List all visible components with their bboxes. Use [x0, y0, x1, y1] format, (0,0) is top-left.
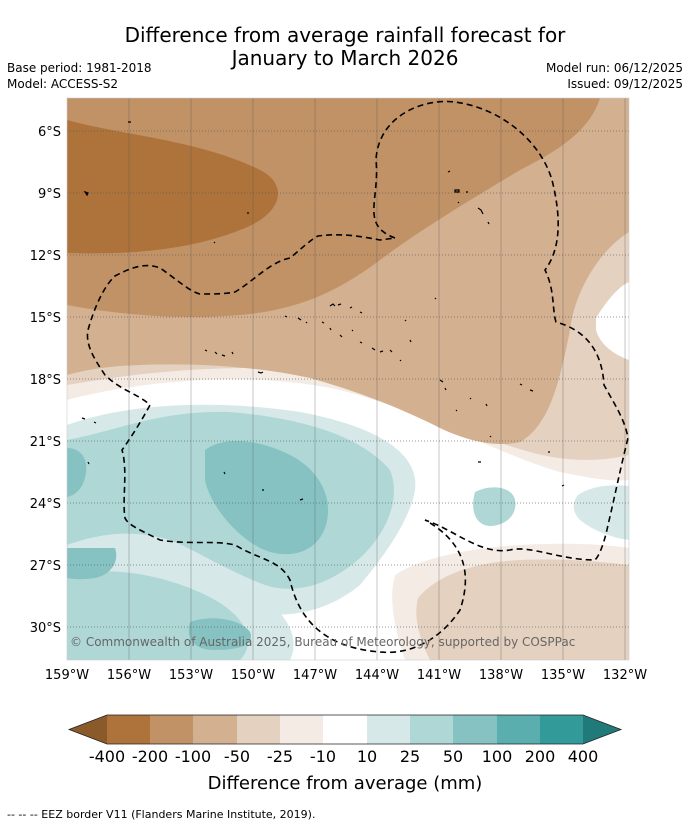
- lon-tick: 135°W: [541, 668, 585, 683]
- colorbar-swatch: [323, 715, 367, 744]
- lon-tick: 147°W: [293, 668, 337, 683]
- colorbar-swatch: [237, 715, 280, 744]
- colorbar-swatch: [367, 715, 410, 744]
- lat-tick: 6°S: [38, 125, 61, 140]
- colorbar-extend-high: [583, 715, 621, 744]
- fill-dry-south-inner: [416, 559, 629, 660]
- lon-tick: 150°W: [231, 668, 275, 683]
- lat-tick: 18°S: [30, 373, 61, 388]
- colorbar-swatch: [410, 715, 453, 744]
- colorbar-label: 50: [443, 747, 463, 766]
- lat-tick: 27°S: [30, 559, 61, 574]
- lat-tick: 9°S: [38, 187, 61, 202]
- fill-dry-200: [67, 120, 279, 254]
- issued-date: Issued: 09/12/2025: [567, 77, 683, 91]
- lon-tick: 138°W: [479, 668, 523, 683]
- eez-border: [86, 100, 629, 654]
- colorbar-swatch: [280, 715, 323, 744]
- colorbar-label: -50: [224, 747, 250, 766]
- lon-tick: 159°W: [45, 668, 89, 683]
- colorbar-label: -200: [132, 747, 168, 766]
- lat-tick: 15°S: [30, 311, 61, 326]
- colorbar-label: 400: [568, 747, 599, 766]
- lon-tick: 132°W: [603, 668, 647, 683]
- fill-wet-50: [205, 440, 329, 555]
- lon-tick: 141°W: [417, 668, 461, 683]
- colorbar-swatch: [150, 715, 193, 744]
- lat-tick: 12°S: [30, 249, 61, 264]
- colorbar-label: -25: [267, 747, 293, 766]
- fill-wet-25-west: [67, 448, 87, 497]
- colorbar-swatch: [540, 715, 583, 744]
- lon-axis: 159°W 156°W 153°W 150°W 147°W 144°W 141°…: [45, 668, 647, 683]
- fill-wet-sw-50: [67, 548, 117, 580]
- colorbar-label: 100: [482, 747, 513, 766]
- lat-axis: 6°S 9°S 12°S 15°S 18°S 21°S 24°S 27°S 30…: [30, 125, 61, 636]
- lon-tick: 153°W: [169, 668, 213, 683]
- rainfall-anomaly-map: © Commonwealth of Australia 2025, Bureau…: [67, 98, 629, 660]
- fill-wet-east-a: [473, 487, 516, 526]
- model-run: Model run: 06/12/2025: [545, 61, 683, 75]
- meta-left: Base period: 1981-2018 Model: ACCESS-S2: [7, 60, 152, 92]
- map-frame: [66, 97, 630, 661]
- colorbar-label: -400: [89, 747, 125, 766]
- colorbar-swatch: [107, 715, 150, 744]
- title-line-2: January to March 2026: [231, 46, 459, 70]
- fill-wet-east-c: [596, 282, 629, 360]
- lat-tick: 21°S: [30, 435, 61, 450]
- colorbar-label: -10: [310, 747, 336, 766]
- colorbar-swatch: [453, 715, 497, 744]
- lat-gridlines: [67, 130, 629, 628]
- fill-wet-sw-50b: [188, 618, 251, 650]
- colorbar-swatch: [193, 715, 237, 744]
- title-line-1: Difference from average rainfall forecas…: [124, 23, 566, 47]
- lat-tick: 24°S: [30, 497, 61, 512]
- colorbar-label: 10: [357, 747, 377, 766]
- colorbar-title: Difference from average (mm): [208, 773, 483, 794]
- lon-tick: 156°W: [107, 668, 151, 683]
- chart-title: Difference from average rainfall forecas…: [0, 24, 690, 70]
- model-name: Model: ACCESS-S2: [7, 77, 119, 91]
- colorbar-swatch: [497, 715, 540, 744]
- colorbar: -400 -200 -100 -50 -25 -10 10 25 50 100 …: [67, 714, 623, 794]
- colorbar-extend-low: [69, 715, 107, 744]
- lon-tick: 144°W: [355, 668, 399, 683]
- fill-wet-east-b: [573, 485, 629, 540]
- colorbar-label: -100: [175, 747, 211, 766]
- meta-right: Model run: 06/12/2025 Issued: 09/12/2025: [546, 60, 683, 92]
- island-groups: [81, 121, 565, 501]
- eez-legend: -- -- -- EEZ border V11 (Flanders Marine…: [7, 808, 316, 821]
- lat-tick: 30°S: [30, 621, 61, 636]
- copyright-notice: © Commonwealth of Australia 2025, Bureau…: [70, 635, 575, 649]
- colorbar-label: 25: [400, 747, 420, 766]
- colorbar-label: 200: [525, 747, 556, 766]
- base-period: Base period: 1981-2018: [7, 61, 152, 75]
